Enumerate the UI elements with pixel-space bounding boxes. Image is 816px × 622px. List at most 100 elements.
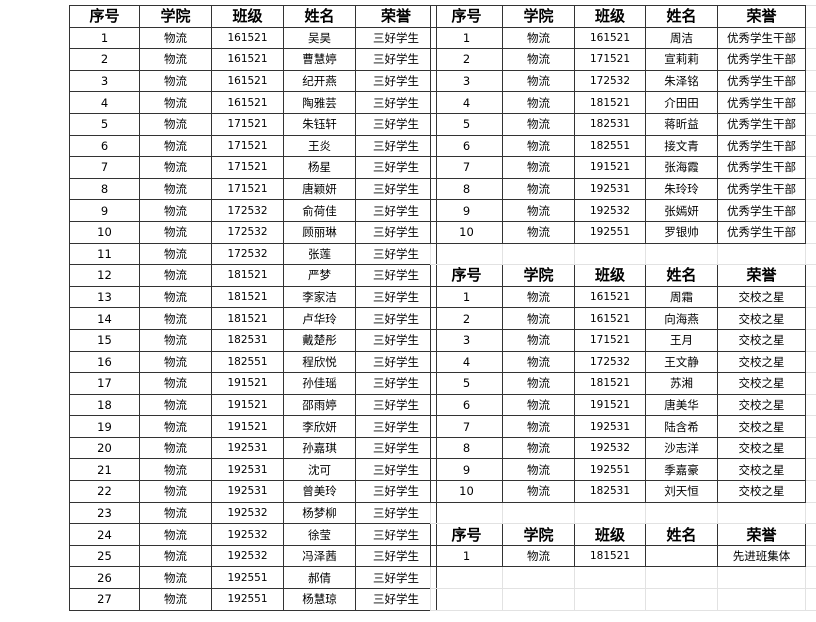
table-cell[interactable]: 朱钰轩 <box>283 112 356 136</box>
empty-cell[interactable] <box>502 242 575 266</box>
column-header[interactable]: 序号 <box>430 5 503 28</box>
table-cell[interactable]: 优秀学生干部 <box>717 69 806 93</box>
table-cell[interactable]: 5 <box>430 372 503 395</box>
table-cell[interactable]: 物流 <box>502 307 575 330</box>
empty-cell[interactable] <box>574 242 646 266</box>
empty-cell[interactable] <box>430 588 503 611</box>
table-cell[interactable]: 交校之星 <box>717 307 806 330</box>
table-cell[interactable]: 物流 <box>139 91 212 114</box>
table-cell[interactable]: 罗银帅 <box>645 220 718 244</box>
table-cell[interactable]: 物流 <box>502 156 575 179</box>
table-cell[interactable]: 曹慧婷 <box>283 48 356 71</box>
table-cell[interactable]: 三好学生 <box>355 134 437 158</box>
empty-cell[interactable] <box>430 242 503 266</box>
column-header[interactable]: 班级 <box>211 5 284 28</box>
table-cell[interactable]: 三好学生 <box>355 112 437 136</box>
table-cell[interactable]: 陶雅芸 <box>283 91 356 114</box>
table-cell[interactable]: 8 <box>69 177 140 201</box>
table-cell[interactable]: 192531 <box>211 480 284 503</box>
table-cell[interactable]: 严梦 <box>283 264 356 287</box>
empty-cell[interactable] <box>805 458 816 482</box>
table-cell[interactable]: 三好学生 <box>355 156 437 179</box>
table-cell[interactable]: 物流 <box>139 48 212 71</box>
table-cell[interactable]: 27 <box>69 588 140 611</box>
empty-cell[interactable] <box>717 566 806 590</box>
table-cell[interactable]: 物流 <box>502 285 575 309</box>
table-cell[interactable]: 171521 <box>211 177 284 201</box>
table-cell[interactable]: 161521 <box>574 307 646 330</box>
table-cell[interactable]: 172532 <box>574 69 646 93</box>
column-header[interactable]: 荣誉 <box>717 264 806 287</box>
empty-cell[interactable] <box>805 242 816 266</box>
table-cell[interactable]: 161521 <box>574 26 646 50</box>
table-cell[interactable]: 优秀学生干部 <box>717 220 806 244</box>
table-cell[interactable]: 1 <box>430 26 503 50</box>
table-cell[interactable]: 唐颖妍 <box>283 177 356 201</box>
table-cell[interactable]: 杨慧琼 <box>283 588 356 611</box>
table-cell[interactable]: 191521 <box>211 393 284 417</box>
table-cell[interactable]: 三好学生 <box>355 177 437 201</box>
empty-cell[interactable] <box>645 501 718 525</box>
empty-cell[interactable] <box>805 220 816 244</box>
table-cell[interactable]: 交校之星 <box>717 285 806 309</box>
table-cell[interactable]: 19 <box>69 415 140 438</box>
table-cell[interactable]: 三好学生 <box>355 523 437 546</box>
table-cell[interactable]: 吴昊 <box>283 26 356 50</box>
table-cell[interactable]: 10 <box>430 220 503 244</box>
table-cell[interactable]: 三好学生 <box>355 372 437 395</box>
table-cell[interactable]: 宣莉莉 <box>645 48 718 71</box>
table-cell[interactable]: 徐莹 <box>283 523 356 546</box>
table-cell[interactable]: 交校之星 <box>717 328 806 352</box>
table-cell[interactable]: 王炎 <box>283 134 356 158</box>
table-cell[interactable]: 192551 <box>211 566 284 590</box>
table-cell[interactable]: 182531 <box>211 328 284 352</box>
table-cell[interactable]: 171521 <box>574 48 646 71</box>
table-cell[interactable]: 物流 <box>502 112 575 136</box>
empty-cell[interactable] <box>805 566 816 590</box>
table-cell[interactable]: 192532 <box>574 199 646 222</box>
table-cell[interactable]: 物流 <box>139 566 212 590</box>
table-cell[interactable]: 192551 <box>574 458 646 482</box>
table-cell[interactable]: 张海霞 <box>645 156 718 179</box>
table-cell[interactable]: 王文静 <box>645 350 718 374</box>
table-cell[interactable]: 26 <box>69 566 140 590</box>
table-cell[interactable]: 2 <box>69 48 140 71</box>
empty-cell[interactable] <box>645 566 718 590</box>
table-cell[interactable]: 物流 <box>502 69 575 93</box>
empty-cell[interactable] <box>502 566 575 590</box>
table-cell[interactable]: 物流 <box>139 350 212 374</box>
table-cell[interactable]: 10 <box>430 480 503 503</box>
table-cell[interactable]: 物流 <box>139 199 212 222</box>
table-cell[interactable]: 192531 <box>211 458 284 482</box>
table-cell[interactable]: 6 <box>69 134 140 158</box>
empty-cell[interactable] <box>805 26 816 50</box>
table-cell[interactable]: 陆含希 <box>645 415 718 438</box>
table-cell[interactable]: 三好学生 <box>355 436 437 460</box>
table-cell[interactable]: 161521 <box>211 48 284 71</box>
table-cell[interactable]: 4 <box>430 91 503 114</box>
table-cell[interactable]: 181521 <box>574 544 646 568</box>
empty-cell[interactable] <box>717 242 806 266</box>
table-cell[interactable]: 181521 <box>211 285 284 309</box>
table-cell[interactable]: 王月 <box>645 328 718 352</box>
table-cell[interactable]: 郝倩 <box>283 566 356 590</box>
column-header[interactable]: 姓名 <box>645 523 718 546</box>
table-cell[interactable]: 182531 <box>574 480 646 503</box>
empty-cell[interactable] <box>805 436 816 460</box>
table-cell[interactable]: 171521 <box>211 156 284 179</box>
table-cell[interactable]: 三好学生 <box>355 242 437 266</box>
table-cell[interactable]: 物流 <box>502 544 575 568</box>
empty-cell[interactable] <box>805 544 816 568</box>
table-cell[interactable]: 苏湘 <box>645 372 718 395</box>
table-cell[interactable]: 15 <box>69 328 140 352</box>
table-cell[interactable]: 192532 <box>574 436 646 460</box>
table-cell[interactable]: 三好学生 <box>355 393 437 417</box>
table-cell[interactable]: 9 <box>430 199 503 222</box>
table-cell[interactable]: 物流 <box>139 69 212 93</box>
table-cell[interactable]: 物流 <box>502 393 575 417</box>
empty-cell[interactable] <box>805 177 816 201</box>
table-cell[interactable]: 物流 <box>139 134 212 158</box>
table-cell[interactable]: 纪开燕 <box>283 69 356 93</box>
column-header[interactable]: 班级 <box>574 5 646 28</box>
empty-cell[interactable] <box>574 566 646 590</box>
